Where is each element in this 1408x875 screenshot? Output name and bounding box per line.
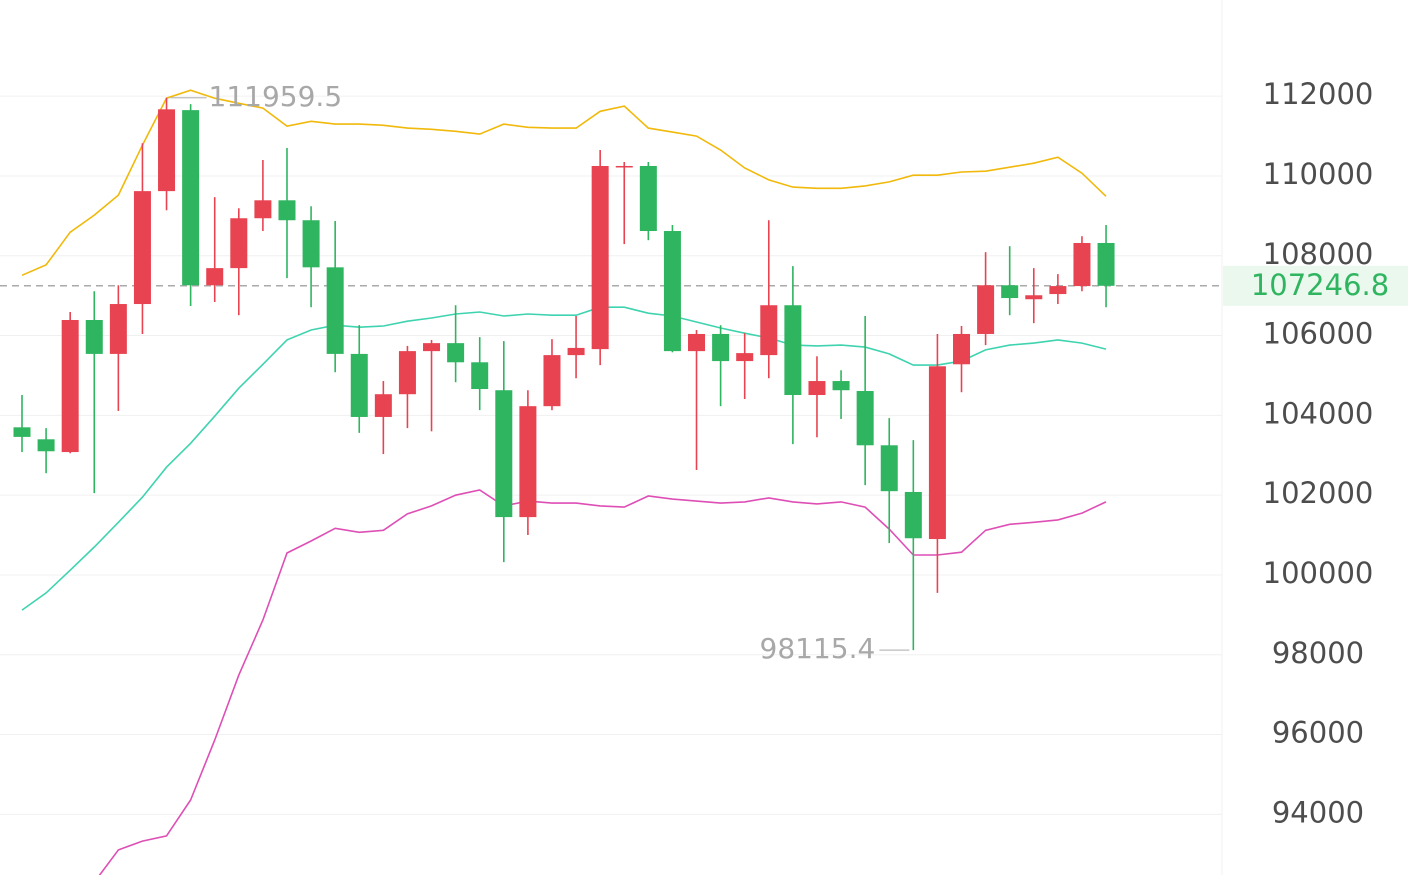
plot xyxy=(0,89,1222,875)
candle-body xyxy=(832,381,850,391)
candle-body xyxy=(712,333,730,362)
candle-body xyxy=(615,165,633,168)
candle-body xyxy=(471,362,489,390)
candle-body xyxy=(543,355,561,407)
candle-body xyxy=(953,333,971,365)
candle-body xyxy=(567,347,585,356)
candle-body xyxy=(133,191,151,305)
y-tick-label: 108000 xyxy=(1263,237,1374,271)
candle-body xyxy=(206,268,224,286)
y-tick-label: 96000 xyxy=(1272,716,1364,750)
candle-body xyxy=(350,353,368,417)
candle-body xyxy=(856,391,874,446)
candle-body xyxy=(784,305,802,396)
candle-body xyxy=(158,109,176,192)
candle-body xyxy=(13,427,31,437)
candle-body xyxy=(182,110,200,286)
candle-body xyxy=(977,285,995,334)
candle-body xyxy=(639,165,657,232)
band-line xyxy=(98,489,1107,875)
band-line xyxy=(21,306,1107,611)
y-tick-label: 102000 xyxy=(1263,476,1374,510)
candle-body xyxy=(326,267,344,354)
candle-body xyxy=(1049,286,1067,295)
y-tick-label: 112000 xyxy=(1263,77,1374,111)
y-tick-label: 104000 xyxy=(1263,396,1374,430)
candle-body xyxy=(760,305,778,356)
y-tick-label: 110000 xyxy=(1263,157,1374,191)
y-tick-label: 94000 xyxy=(1272,795,1364,829)
candle-body xyxy=(1025,295,1043,300)
candle-body xyxy=(591,165,609,350)
max-label: 111959.5 xyxy=(209,80,343,113)
candle-body xyxy=(37,439,55,452)
candle-body xyxy=(495,390,513,518)
last-price-label: 107246.8 xyxy=(1251,268,1389,302)
candle-body xyxy=(880,445,898,492)
candle-body xyxy=(398,351,416,395)
candle-body xyxy=(663,231,681,352)
band-line xyxy=(21,89,1107,277)
candle-body xyxy=(85,319,103,354)
candle-body xyxy=(423,343,441,352)
candle-body xyxy=(904,491,922,539)
candle-body xyxy=(808,381,826,396)
candle-body xyxy=(254,200,272,219)
candle-body xyxy=(688,333,706,352)
candle-body xyxy=(928,366,946,540)
y-tick-label: 106000 xyxy=(1263,317,1374,351)
candle-body xyxy=(1073,242,1091,287)
candle-body xyxy=(736,353,754,362)
y-tick-label: 98000 xyxy=(1272,636,1364,670)
candle-body xyxy=(1001,285,1019,299)
candle-body xyxy=(278,200,296,221)
candle-body xyxy=(374,394,392,417)
candle-body xyxy=(447,343,465,363)
candle-body xyxy=(302,220,320,268)
candle-body xyxy=(109,304,127,354)
last-price-tag xyxy=(1223,265,1408,306)
candle-body xyxy=(1097,242,1115,286)
candle-body xyxy=(519,406,537,518)
y-tick-label: 100000 xyxy=(1263,556,1374,590)
candle-body xyxy=(230,218,248,269)
candle-body xyxy=(61,319,79,453)
min-label: 98115.4 xyxy=(760,632,876,665)
